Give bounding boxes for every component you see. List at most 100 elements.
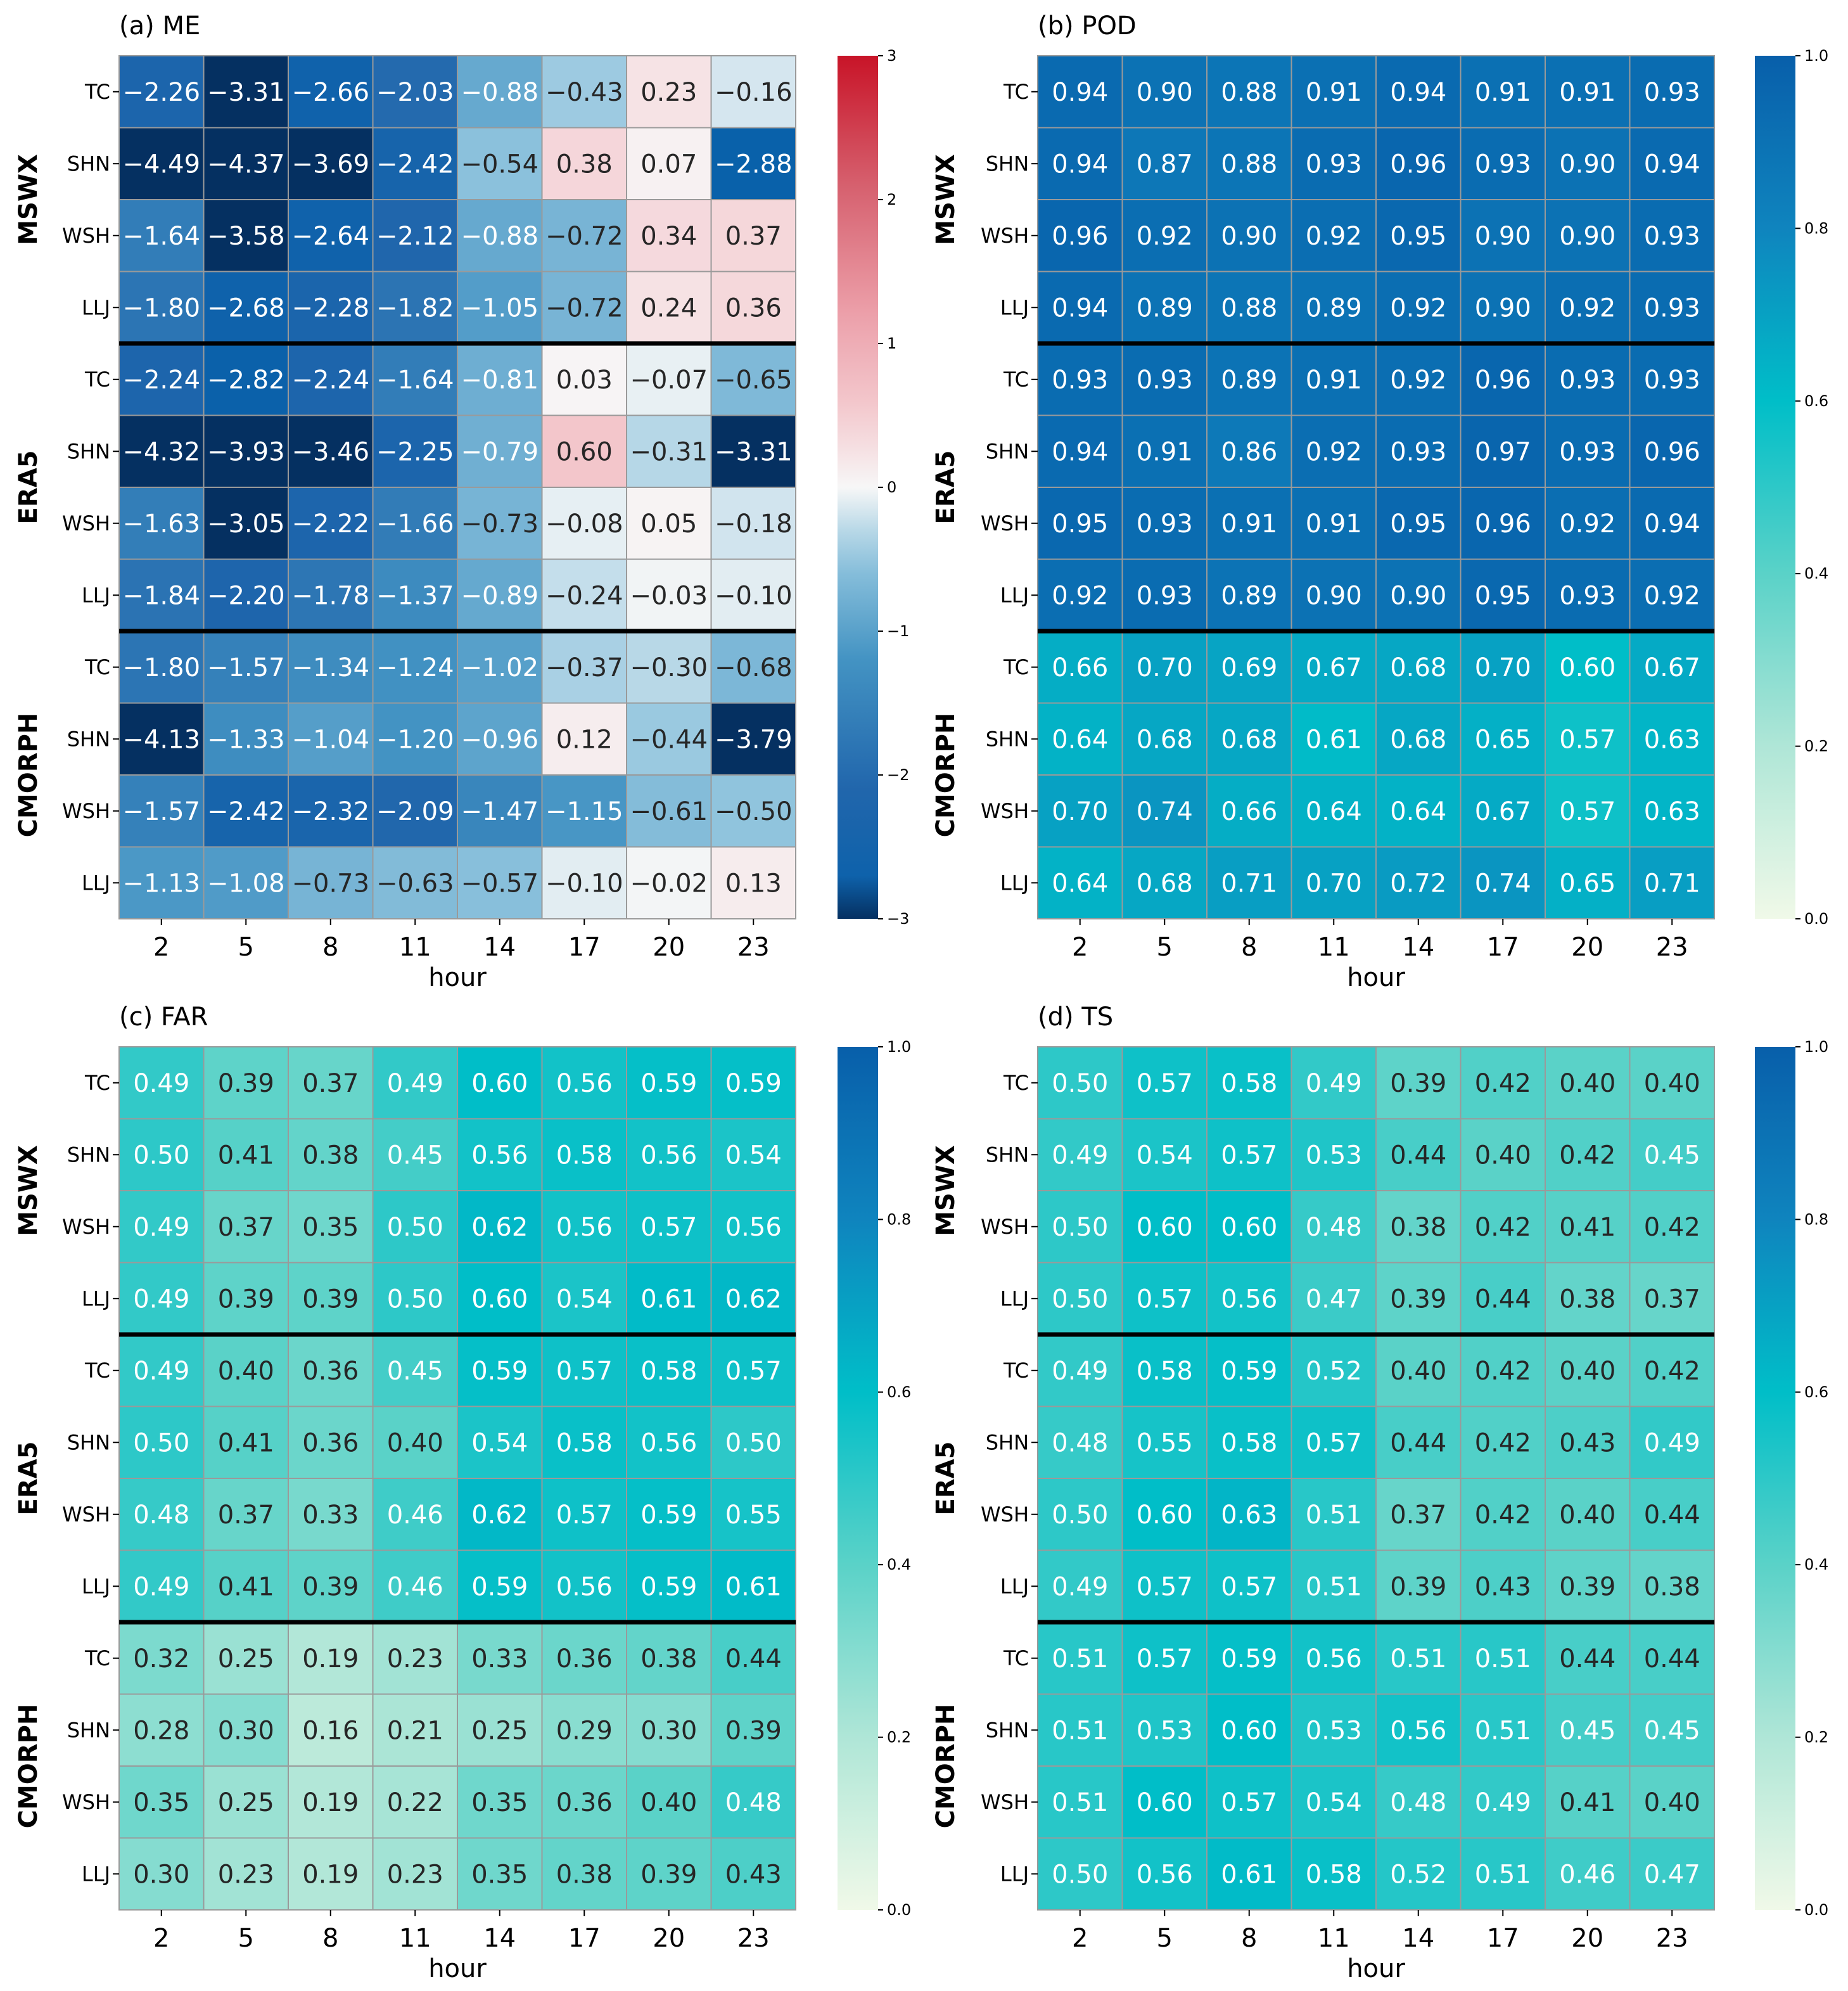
- heatmap-cell: [626, 1190, 712, 1264]
- heatmap-cell: [1037, 1837, 1123, 1911]
- heatmap-cell: [1629, 271, 1715, 344]
- heatmap-cell: [541, 127, 627, 200]
- cell-value-label: 0.21: [387, 1716, 443, 1745]
- heatmap-cell: [1629, 558, 1715, 632]
- cell-value-label: −1.63: [122, 509, 200, 539]
- cell-value-label: 0.91: [1559, 78, 1615, 107]
- heatmap-cell: [1121, 1765, 1208, 1839]
- colorbar-tick-label: 1.0: [1804, 47, 1828, 65]
- cell-value-label: 0.35: [133, 1788, 189, 1817]
- row-label: LLJ: [1000, 295, 1029, 319]
- cell-value-label: −1.34: [291, 653, 369, 682]
- cell-value-label: 0.72: [1390, 869, 1446, 898]
- colorbar-tick-label: 0.0: [887, 1901, 911, 1919]
- heatmap-cell: [1545, 558, 1631, 632]
- heatmap-cell: [203, 702, 289, 776]
- cell-value-label: 0.57: [1137, 1284, 1193, 1314]
- cell-value-label: 0.54: [725, 1141, 782, 1170]
- cell-value-label: 0.44: [1644, 1501, 1700, 1530]
- heatmap-cell: [1206, 1478, 1292, 1551]
- row-label: SHN: [67, 1430, 110, 1454]
- cell-value-label: 0.51: [1052, 1788, 1108, 1817]
- heatmap-cell: [1290, 1190, 1377, 1264]
- row-label: WSH: [62, 1502, 110, 1527]
- cell-value-label: 0.58: [556, 1428, 613, 1457]
- cell-value-label: −3.31: [715, 437, 793, 466]
- cell-value-label: −0.81: [461, 366, 538, 395]
- cell-value-label: −1.08: [207, 869, 285, 898]
- cell-value-label: 0.37: [218, 1213, 274, 1242]
- cell-value-label: −1.05: [461, 293, 538, 323]
- x-tick-label: 2: [1072, 933, 1088, 962]
- heatmap-cell: [372, 1118, 458, 1191]
- cell-value-label: 0.67: [1475, 797, 1531, 826]
- cell-value-label: −0.03: [630, 581, 708, 610]
- cell-value-label: 0.96: [1644, 437, 1700, 466]
- heatmap-cell: [541, 1190, 627, 1264]
- heatmap-cell: [203, 199, 289, 272]
- heatmap-cell: [710, 1549, 796, 1623]
- cell-value-label: 0.48: [725, 1788, 782, 1817]
- cell-value-label: 0.93: [1559, 366, 1615, 395]
- cell-value-label: −2.12: [376, 222, 454, 251]
- cell-value-label: −2.88: [715, 150, 793, 179]
- panel-title: (b) POD: [1038, 11, 1137, 41]
- heatmap-cell: [1545, 1405, 1631, 1479]
- cell-value-label: 0.24: [640, 293, 697, 323]
- heatmap-cell: [1290, 487, 1377, 560]
- cell-value-label: 0.30: [640, 1716, 697, 1745]
- cell-value-label: 0.42: [1644, 1213, 1700, 1242]
- heatmap-cell: [457, 1262, 543, 1335]
- heatmap-cell: [372, 1334, 458, 1407]
- row-label: TC: [1003, 1071, 1029, 1095]
- cell-value-label: −2.32: [291, 797, 369, 826]
- cell-value-label: 0.60: [471, 1284, 528, 1314]
- cell-value-label: 0.74: [1475, 869, 1531, 898]
- cell-value-label: −0.89: [461, 581, 538, 610]
- heatmap-cell: [1545, 127, 1631, 200]
- heatmap-cell: [710, 127, 796, 200]
- x-axis-label: hour: [428, 963, 487, 992]
- cell-value-label: 0.96: [1475, 509, 1531, 539]
- cell-value-label: 0.34: [640, 222, 697, 251]
- cell-value-label: 0.29: [556, 1716, 613, 1745]
- cell-value-label: −1.02: [461, 653, 538, 682]
- heatmap-cell: [541, 55, 627, 129]
- cell-value-label: 0.92: [1559, 509, 1615, 539]
- cell-value-label: 0.57: [725, 1357, 782, 1386]
- heatmap-cell: [1460, 1190, 1546, 1264]
- heatmap-cell: [457, 271, 543, 344]
- heatmap-cell: [1037, 702, 1123, 776]
- cell-value-label: −0.43: [545, 78, 623, 107]
- cell-value-label: 0.19: [302, 1860, 359, 1889]
- cell-value-label: 0.40: [1475, 1141, 1531, 1170]
- cell-value-label: 0.56: [556, 1069, 613, 1098]
- cell-value-label: 0.86: [1221, 437, 1277, 466]
- cell-value-label: 0.92: [1137, 222, 1193, 251]
- cell-value-label: 0.57: [556, 1501, 613, 1530]
- cell-value-label: 0.59: [471, 1357, 528, 1386]
- cell-value-label: 0.36: [725, 293, 782, 323]
- colorbar-tick-label: 1.0: [1804, 1038, 1828, 1056]
- cell-value-label: 0.40: [1390, 1357, 1446, 1386]
- cell-value-label: −0.72: [545, 293, 623, 323]
- row-label: WSH: [62, 224, 110, 248]
- cell-value-label: 0.41: [218, 1141, 274, 1170]
- heatmap-cell: [457, 1190, 543, 1264]
- heatmap-cell: [1460, 631, 1546, 704]
- x-tick-label: 14: [483, 1924, 516, 1953]
- heatmap-cell: [1629, 343, 1715, 416]
- cell-value-label: 0.51: [1475, 1860, 1531, 1889]
- x-tick-label: 14: [1402, 933, 1434, 962]
- heatmap-cell: [1375, 1190, 1462, 1264]
- cell-value-label: 0.47: [1306, 1284, 1362, 1314]
- cell-value-label: 0.69: [1221, 653, 1277, 682]
- cell-value-label: 0.93: [1559, 437, 1615, 466]
- heatmap-cell: [1545, 1118, 1631, 1191]
- heatmap-cell: [118, 487, 205, 560]
- heatmap-cell: [203, 414, 289, 488]
- heatmap-cell: [1290, 1549, 1377, 1623]
- heatmap-cell: [203, 1405, 289, 1479]
- cell-value-label: 0.39: [302, 1284, 359, 1314]
- heatmap-cell: [1290, 127, 1377, 200]
